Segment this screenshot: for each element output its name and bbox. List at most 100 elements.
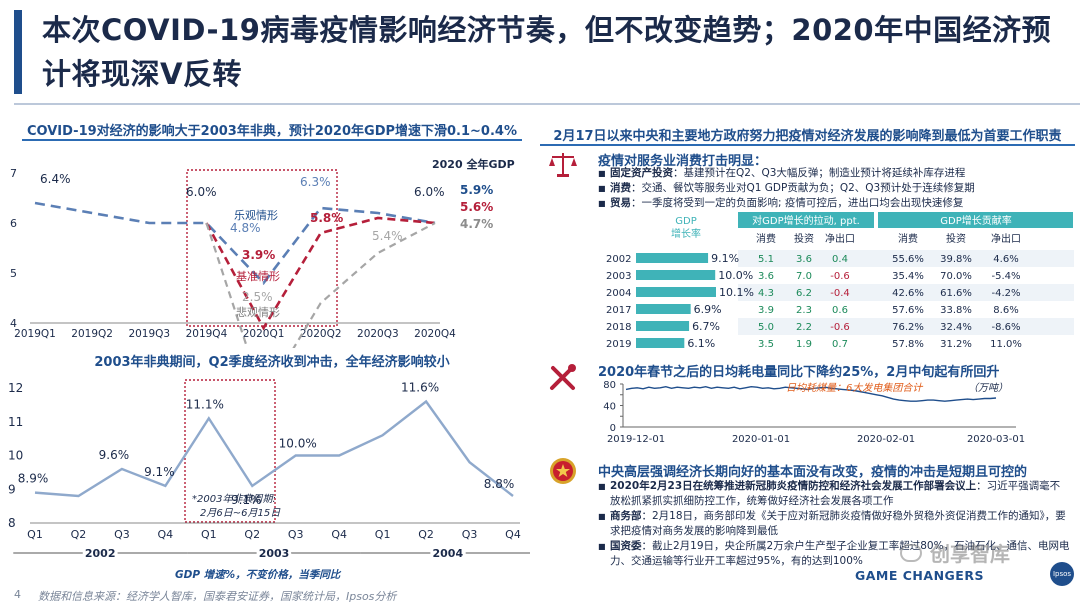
tbl-cell: -0.4 (830, 288, 850, 299)
tbl-cell: 33.8% (940, 305, 972, 316)
watermark-text: 创享智库 (930, 542, 1010, 566)
tbl-col-header: 投资 (946, 232, 966, 245)
label-4-8: 4.8% (230, 221, 261, 235)
c1-xtick: 2019Q2 (71, 328, 113, 340)
c2-point-label: 9.6% (99, 448, 130, 462)
ipsos-logo: Ipsos (1050, 562, 1074, 586)
tbl-gdp-label: 10.0% (718, 269, 753, 282)
p-ytick: 40 (603, 402, 616, 413)
c2-xtick: Q2 (418, 528, 434, 541)
tbl-cell: -0.6 (830, 322, 850, 333)
tbl-col-header: 净出口 (825, 232, 855, 245)
tbl-cell: 0.4 (832, 254, 848, 265)
c2-ytick: 8 (8, 516, 16, 530)
c2-point-label: 9.1% (144, 465, 175, 479)
tbl-cell: 35.4% (892, 271, 924, 282)
legend-title: 2020 全年GDP (432, 157, 515, 171)
label-optimistic: 乐观情形 (234, 209, 278, 222)
tbl-year: 2017 (606, 305, 631, 316)
c2-xtick: Q4 (158, 528, 174, 541)
tbl-year: 2004 (606, 288, 631, 299)
c2-xtick: Q3 (288, 528, 304, 541)
tbl-cell: -5.4% (991, 271, 1020, 282)
tbl-gdp-label: 10.1% (719, 286, 754, 299)
tbl-cell: 76.2% (892, 322, 924, 333)
s1-bullet-trade: 贸易：一季度将受到一定的负面影响; 疫情可控后，进出口均会出现快速修复 (598, 196, 1068, 211)
total-baseline: 5.6% (460, 200, 493, 214)
c2-year-label: 2004 (433, 547, 464, 560)
tbl-year: 2003 (606, 271, 631, 282)
tbl-cell: -4.2% (991, 288, 1020, 299)
tbl-cell: 1.9 (796, 339, 812, 350)
coal-consumption-chart: 0 40 80 2019-12-01 2020-01-01 2020-02-01 2020-… (603, 380, 1025, 445)
tbl-cell: 32.4% (940, 322, 972, 333)
c1-xtick: 2020Q3 (357, 328, 399, 340)
c2-xtick: Q1 (375, 528, 391, 541)
c2-xtick: Q4 (331, 528, 347, 541)
tbl-cell: 3.6 (796, 254, 812, 265)
tbl-cell: 4.3 (758, 288, 774, 299)
title-divider (14, 103, 1080, 105)
sars-note-2: 2月6日~6月15日 (200, 508, 281, 519)
tools-icon (550, 364, 576, 390)
s1-bullet-consumption: 消费：交通、餐饮等服务业对Q1 GDP贡献为负；Q2、Q3预计处于连续修复期 (598, 181, 1068, 196)
c2-xtick: Q3 (462, 528, 478, 541)
tbl-cell: 2.3 (796, 305, 812, 316)
tbl-cell: 3.9 (758, 305, 774, 316)
c1-ytick: 4 (10, 317, 17, 330)
group1-header: 对GDP增长的拉动, ppt. (752, 214, 860, 227)
tbl-gdp-bar (636, 270, 716, 280)
tbl-cell: 42.6% (892, 288, 924, 299)
gdp-contribution-table: GDP 增长率 对GDP增长的拉动, ppt. GDP增长贡献率 消费 投资 净出口… (606, 212, 1074, 350)
c2-point-label: 8.9% (18, 472, 49, 486)
tbl-cell: 3.6 (758, 271, 774, 282)
total-pessimistic: 4.7% (460, 217, 493, 231)
label-6-4: 6.4% (40, 172, 71, 186)
label-baseline: 基准情形 (236, 270, 280, 283)
c1-xtick: 2020Q2 (300, 328, 342, 340)
tbl-col-header: 投资 (794, 232, 814, 245)
tbl-cell: 31.2% (940, 339, 972, 350)
title-accent-bar (14, 10, 22, 94)
c2-gdp-line (34, 399, 514, 498)
page-number: 4 (14, 588, 21, 601)
tbl-cell: 57.8% (892, 339, 924, 350)
c1-xtick: 2020Q4 (414, 328, 456, 340)
tbl-cell: 57.6% (892, 305, 924, 316)
tbl-cell: -8.6% (991, 322, 1020, 333)
tbl-cell: 0.7 (832, 339, 848, 350)
label-6-0-end: 6.0% (414, 185, 445, 199)
chart1-header-underline (22, 139, 522, 141)
label-6-3: 6.3% (300, 175, 331, 189)
p-ytick: 0 (610, 423, 616, 434)
c2-year-label: 2003 (259, 547, 290, 560)
national-emblem-icon (550, 458, 576, 484)
label-5-8: 5.8% (310, 211, 343, 225)
s3-bullets: 2020年2月23日在统筹推进新冠肺炎疫情防控和经济社会发展工作部署会议上：习近… (598, 479, 1070, 569)
tbl-col-header: 消费 (898, 232, 918, 245)
c1-ytick: 7 (10, 167, 17, 180)
tbl-cell: -0.6 (830, 271, 850, 282)
c2-point-label: 10.0% (279, 437, 317, 451)
c1-xtick: 2019Q3 (128, 328, 170, 340)
c2-ytick: 9 (8, 482, 16, 496)
c2-xtick: Q1 (201, 528, 217, 541)
sars-gdp-chart: 8 9 10 11 12 Q1 Q2 Q3 Q4 Q1 Q2 Q3 Q4 Q1 Q2 Q3 Q4 2002 200… (8, 379, 530, 581)
s2-title: 2020年春节之后的日均耗电量同比下降约25%，2月中旬起有所回升 (598, 365, 1000, 380)
c2-year-label: 2002 (85, 547, 116, 560)
c2-xtick: Q2 (244, 528, 260, 541)
chart2-header: 2003年非典期间，Q2季度经济收到冲击，全年经济影响较小 (94, 355, 450, 370)
tbl-cell: 2.2 (796, 322, 812, 333)
gdp-col-label-2: 增长率 (671, 227, 701, 240)
tbl-cell: 6.2 (796, 288, 812, 299)
tbl-gdp-label: 6.7% (692, 320, 720, 333)
tbl-cell: 4.6% (993, 254, 1018, 265)
p-xtick: 2019-12-01 (607, 434, 665, 445)
c2-xtick: Q4 (505, 528, 521, 541)
tbl-col-header: 消费 (756, 232, 776, 245)
label-2-5: 2.5% (242, 290, 273, 304)
coal-consumption-line (625, 385, 997, 402)
sars-period-box (184, 379, 276, 523)
c2-xtick: Q3 (114, 528, 130, 541)
tbl-gdp-bar (636, 253, 709, 263)
